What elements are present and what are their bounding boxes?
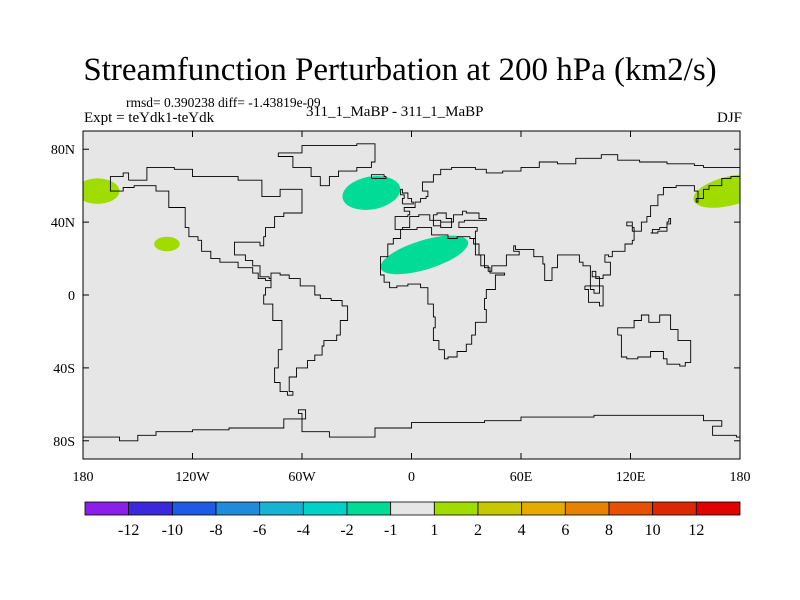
colorbar-label: 12 — [688, 522, 704, 539]
lon-tick-label: 60E — [510, 470, 533, 485]
coastline-4 — [370, 174, 387, 179]
plot-title: Streamfunction Perturbation at 200 hPa (… — [83, 52, 717, 88]
colorbar-box — [302, 501, 348, 516]
lat-tick-label: 80S — [53, 435, 75, 450]
rmsd-stats: rmsd= 0.390238 diff= -1.43819e-09 — [126, 95, 321, 110]
colorbar-label: 1 — [430, 522, 438, 539]
lon-tick-label: 0 — [408, 470, 415, 485]
colorbar-box — [171, 501, 217, 516]
coastline-9 — [83, 409, 740, 442]
lat-tick-label: 40S — [53, 362, 75, 377]
colorbar-label: -12 — [118, 522, 139, 539]
coastline-5 — [277, 143, 376, 187]
colorbar-label: -2 — [340, 522, 353, 539]
colorbar-box — [521, 501, 566, 516]
lon-tick-label: 60W — [288, 470, 316, 485]
case-label: 311_1_MaBP - 311_1_MaBP — [306, 104, 484, 120]
lat-tick-label: 0 — [68, 289, 75, 304]
map-background — [83, 131, 740, 459]
experiment-label: Expt = teYdk1-teYdk — [84, 110, 215, 126]
colorbar-box — [652, 501, 697, 516]
colorbar-box — [477, 501, 523, 516]
lon-tick-label: 120W — [175, 470, 210, 485]
coastline-3 — [400, 188, 414, 205]
lon-tick-label: 120E — [616, 470, 646, 485]
colorbar-box — [128, 501, 173, 516]
colorbar-box — [390, 501, 435, 516]
coastline-1 — [380, 227, 506, 360]
colorbar-label: 10 — [645, 522, 661, 539]
colorbar-box — [433, 501, 479, 516]
lat-tick-label: 40N — [51, 216, 75, 231]
coastline-6 — [617, 314, 692, 367]
colorbar-label: -4 — [297, 522, 310, 539]
colorbar-label: -6 — [253, 522, 266, 539]
axis-ticks: 180 120W 60W 0 60E 120E 180 80N 40N 0 40S 80S — [51, 131, 751, 485]
anomaly-blob-neg2-c — [380, 235, 469, 275]
colorbar: -12 -10 -8 -6 -4 -2 -1 1 2 4 6 8 10 12 — [84, 501, 741, 539]
colorbar-box — [608, 501, 654, 516]
lon-tick-label: 180 — [730, 470, 751, 485]
coastline-8 — [650, 218, 672, 234]
colorbar-label: 4 — [518, 522, 526, 539]
colorbar-label: 8 — [605, 522, 613, 539]
colorbar-box — [215, 501, 261, 516]
colorbar-label: 6 — [561, 522, 569, 539]
coastline-7 — [584, 285, 604, 307]
anomaly-blob-2-pac — [154, 236, 180, 252]
season-label: DJF — [716, 110, 742, 126]
coastline-0 — [109, 166, 349, 396]
colorbar-box — [84, 501, 130, 516]
anomaly-blob-neg2-n — [342, 176, 401, 210]
lat-tick-label: 80N — [51, 143, 75, 158]
colorbar-label: -1 — [384, 522, 397, 539]
lon-tick-label: 180 — [73, 470, 94, 485]
coastline-layer — [83, 143, 740, 442]
colorbar-box — [346, 501, 392, 516]
anomaly-blob-2-ne — [693, 174, 740, 208]
coastline-2 — [394, 154, 740, 294]
anomaly-layer — [83, 174, 740, 275]
colorbar-box — [259, 501, 304, 516]
colorbar-box — [695, 501, 741, 516]
colorbar-label: -10 — [162, 522, 183, 539]
colorbar-label: -8 — [209, 522, 222, 539]
colorbar-box — [564, 501, 610, 516]
colorbar-label: 2 — [474, 522, 482, 539]
